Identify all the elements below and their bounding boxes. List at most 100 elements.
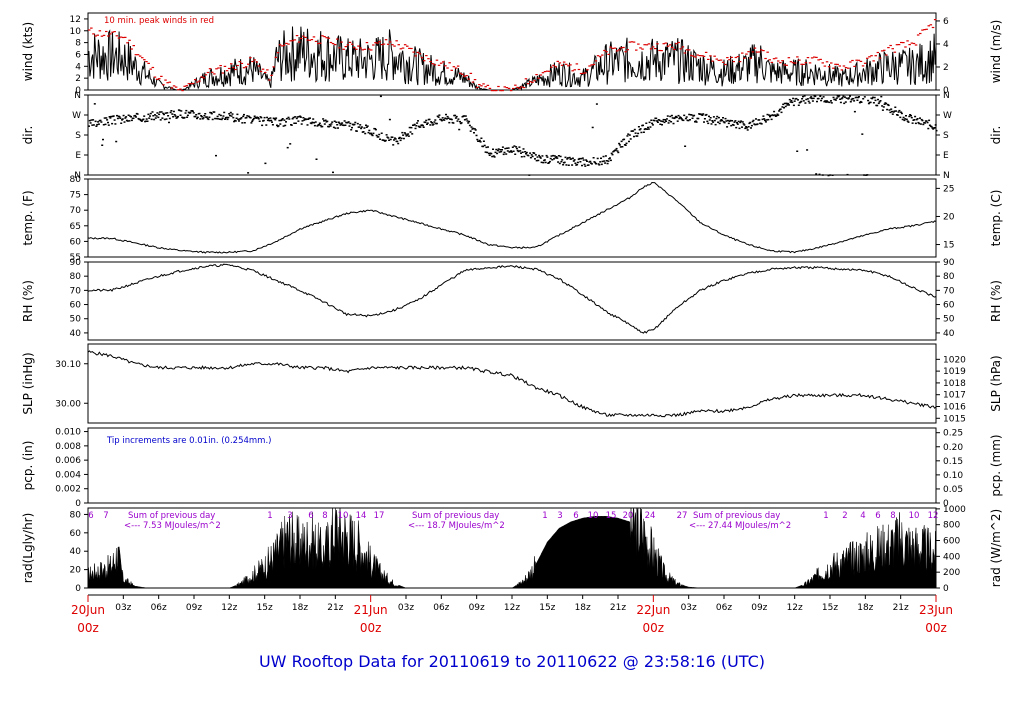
dir-point bbox=[184, 112, 187, 114]
dir-point bbox=[371, 134, 374, 137]
dir-point bbox=[779, 108, 782, 110]
wind-peak-mark bbox=[350, 43, 354, 45]
temp-right-tick-label: 20 bbox=[943, 212, 955, 222]
wind-peak-mark bbox=[762, 50, 765, 52]
dir-point bbox=[590, 163, 593, 165]
wind-peak-mark bbox=[707, 58, 710, 60]
dir-point bbox=[633, 128, 636, 131]
dir-point bbox=[314, 121, 317, 123]
wind-peak-mark bbox=[698, 55, 702, 57]
dir-point bbox=[676, 120, 679, 122]
dir-point bbox=[447, 117, 450, 119]
dir-point bbox=[274, 119, 277, 121]
wind-peak-mark bbox=[230, 63, 233, 65]
wind-peak-mark bbox=[897, 44, 901, 46]
dir-point bbox=[460, 122, 463, 124]
dir-point bbox=[647, 128, 650, 130]
wind-peak-mark bbox=[272, 66, 275, 68]
dir-point bbox=[915, 118, 918, 121]
dir-point bbox=[315, 158, 318, 160]
dir-point bbox=[814, 95, 817, 98]
dir-point bbox=[445, 118, 448, 120]
wind-peak-mark bbox=[861, 65, 865, 67]
dir-point bbox=[913, 119, 916, 121]
dir-point bbox=[672, 122, 675, 125]
dir-point bbox=[422, 126, 425, 128]
dir-point bbox=[431, 124, 434, 126]
dir-point bbox=[102, 124, 105, 126]
dir-point bbox=[252, 119, 255, 121]
dir-point bbox=[379, 95, 382, 98]
dir-point bbox=[582, 159, 585, 161]
dir-point bbox=[881, 109, 884, 111]
dir-point bbox=[319, 124, 322, 127]
wind-peak-mark bbox=[437, 64, 441, 66]
dir-point bbox=[515, 146, 518, 148]
dir-point bbox=[801, 98, 804, 100]
rh-right-tick-label: 90 bbox=[943, 258, 955, 268]
dir-point bbox=[566, 158, 569, 160]
wind-peak-mark bbox=[151, 66, 155, 69]
rad-hour-mark: 6 bbox=[88, 511, 93, 521]
dir-point bbox=[567, 157, 569, 159]
rad-right-tick-label: 1000 bbox=[943, 505, 966, 515]
dir-point bbox=[398, 137, 400, 140]
wind-peak-mark bbox=[321, 35, 324, 37]
dir-point bbox=[283, 119, 286, 121]
wind-peak-mark bbox=[618, 49, 621, 51]
dir-point bbox=[510, 151, 513, 153]
dir-point bbox=[318, 122, 321, 124]
dir-point bbox=[154, 114, 156, 116]
wind-peak-mark bbox=[787, 57, 791, 59]
wind-peak-mark bbox=[800, 63, 803, 65]
dir-point bbox=[208, 116, 211, 118]
dir-point bbox=[143, 115, 146, 117]
wind-peak-mark bbox=[484, 86, 487, 88]
dir-point bbox=[661, 124, 663, 126]
wind-peak-mark bbox=[569, 64, 572, 66]
rad-hour-mark: 10 bbox=[588, 511, 599, 521]
dir-right-tick-label: N bbox=[943, 171, 950, 181]
dir-point bbox=[231, 113, 234, 115]
dir-point bbox=[108, 116, 111, 118]
wind-peak-mark bbox=[823, 65, 827, 67]
dir-point bbox=[206, 117, 209, 120]
dir-point bbox=[539, 157, 542, 159]
dir-point bbox=[96, 123, 99, 126]
wind-peak-mark bbox=[675, 43, 678, 45]
dir-point bbox=[721, 119, 724, 122]
wind-peak-mark bbox=[605, 51, 608, 53]
pcp-left-tick-label: 0.004 bbox=[55, 470, 81, 480]
wind-peak-mark bbox=[100, 35, 104, 37]
dir-point bbox=[850, 99, 853, 101]
dir-point bbox=[788, 98, 791, 101]
wind-left-tick-label: 4 bbox=[75, 62, 81, 72]
dir-point bbox=[546, 156, 549, 158]
wind-peak-mark bbox=[662, 43, 665, 45]
dir-point bbox=[353, 123, 356, 126]
dir-point bbox=[885, 102, 888, 105]
dir-point bbox=[848, 97, 851, 99]
dir-point bbox=[407, 133, 410, 135]
wind-peak-mark bbox=[832, 67, 835, 69]
slp-right-tick-label: 1015 bbox=[943, 414, 966, 424]
wind-peak-mark bbox=[821, 62, 824, 64]
dir-point bbox=[384, 139, 387, 142]
dir-point bbox=[318, 124, 320, 126]
dir-point bbox=[162, 112, 165, 115]
dir-point bbox=[150, 118, 153, 121]
dir-point bbox=[457, 118, 460, 120]
wind-peak-mark bbox=[596, 55, 600, 57]
dir-point bbox=[802, 100, 805, 102]
dir-point bbox=[792, 97, 795, 100]
dir-point bbox=[363, 127, 366, 129]
dir-point bbox=[499, 149, 502, 151]
dir-point bbox=[685, 116, 688, 118]
dir-point bbox=[730, 124, 733, 127]
dir-point bbox=[120, 122, 123, 124]
wind-peak-mark bbox=[227, 67, 231, 70]
wind-peak-mark bbox=[208, 68, 212, 70]
rad-hour-mark: 24 bbox=[645, 511, 656, 521]
dir-point bbox=[486, 151, 489, 154]
rad-hour-mark: 1 bbox=[823, 511, 828, 521]
